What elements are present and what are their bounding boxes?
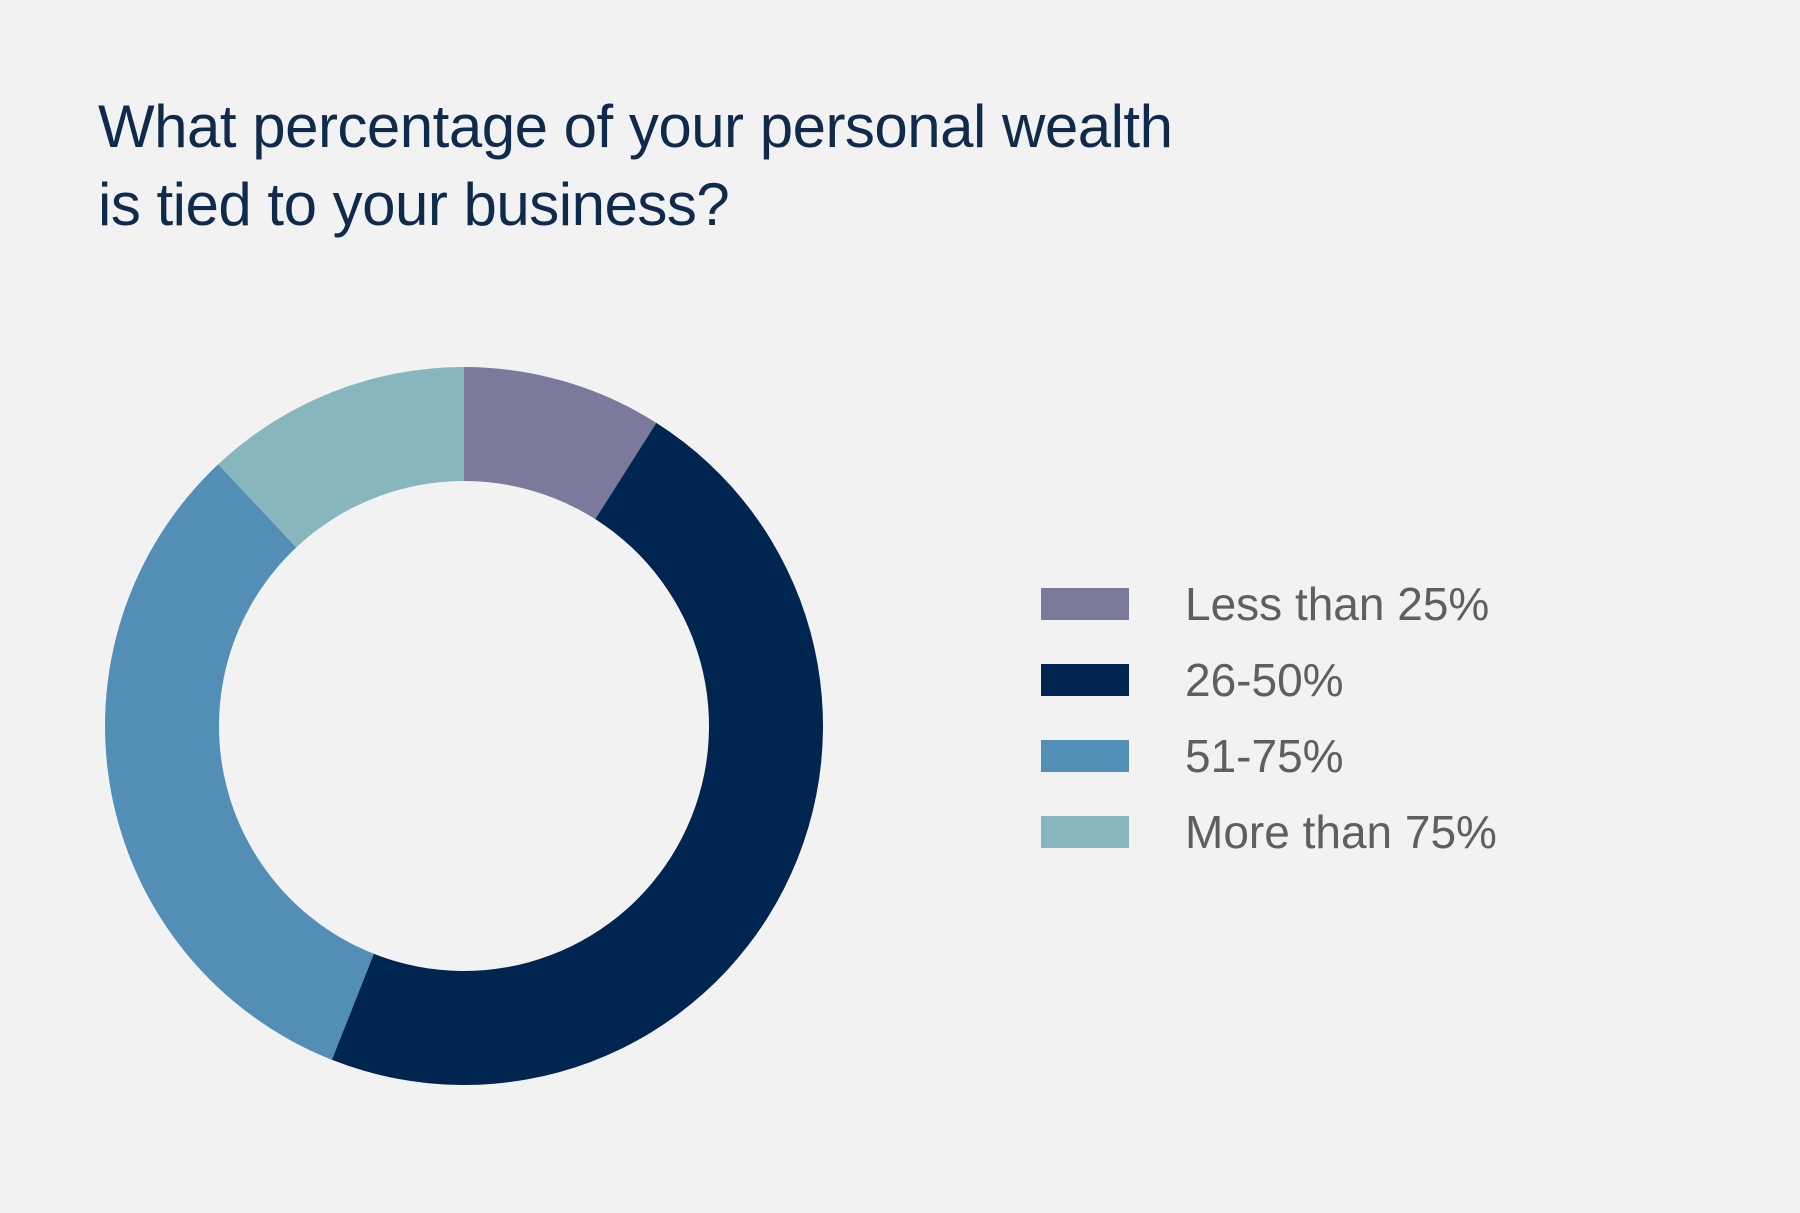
legend-swatch [1041,816,1129,848]
donut-slice-1 [464,367,657,520]
chart-title-line-1: What percentage of your personal wealth [98,93,1173,160]
legend: Less than 25% 26-50% 51-75% More than 75… [1041,566,1497,870]
donut-slice-2 [331,422,824,1086]
chart-title-line-2: is tied to your business? [98,171,730,238]
donut-slice-4 [218,367,464,548]
legend-label: Less than 25% [1185,578,1490,630]
legend-item: 51-75% [1041,718,1497,794]
chart-title: What percentage of your personal wealth … [98,88,1173,244]
donut-slice-3 [104,464,374,1060]
legend-swatch [1041,588,1129,620]
legend-item: More than 75% [1041,794,1497,870]
legend-item: 26-50% [1041,642,1497,718]
legend-label: More than 75% [1185,806,1497,858]
legend-label: 51-75% [1185,730,1344,782]
legend-swatch [1041,664,1129,696]
legend-item: Less than 25% [1041,566,1497,642]
legend-label: 26-50% [1185,654,1344,706]
legend-swatch [1041,740,1129,772]
